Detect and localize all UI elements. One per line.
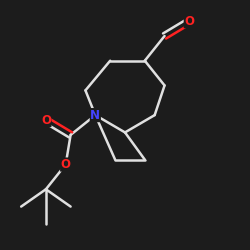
Text: O: O: [61, 158, 71, 171]
Text: O: O: [184, 15, 194, 28]
Text: O: O: [41, 114, 51, 126]
Text: N: N: [90, 108, 100, 122]
